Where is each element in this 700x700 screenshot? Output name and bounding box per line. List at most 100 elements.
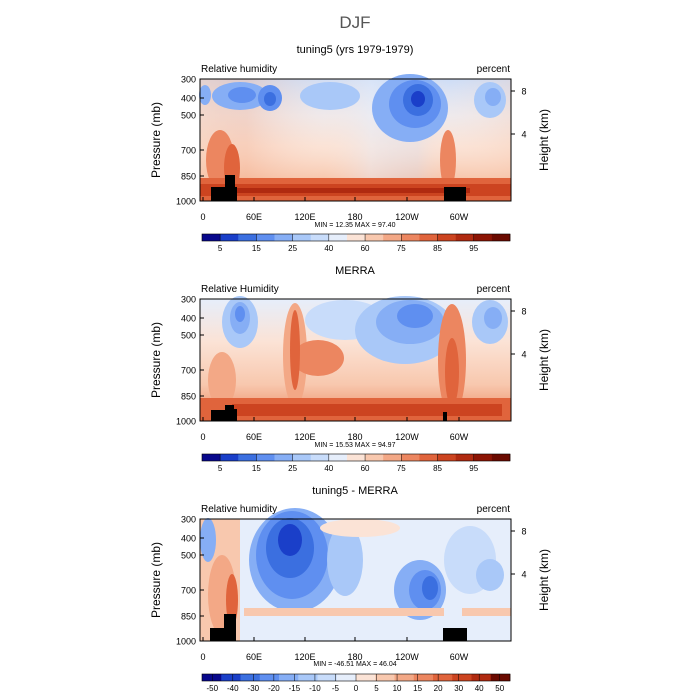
y-tick-label: 1000 — [176, 197, 196, 207]
colorbar-label: 60 — [361, 464, 370, 473]
y-tick-label: 400 — [181, 94, 196, 104]
y-tick-label: 1000 — [176, 417, 196, 427]
y-tick-label: 700 — [181, 146, 196, 156]
colorbar-label: 15 — [252, 244, 261, 253]
colorbar-swatch — [356, 674, 376, 681]
y-tick-label: 500 — [181, 331, 196, 341]
panel-3-colorbar: -50 -40 -30 -20 -15 -10 -5 0 5 10 15 20 30 40 50 — [201, 673, 511, 693]
y-tick-label: 850 — [181, 392, 196, 402]
panel-3-x-ticks: 0 60E 120E 180 120W 60W — [200, 637, 469, 662]
colorbar-swatch — [473, 234, 493, 241]
colorbar-swatch — [383, 454, 402, 461]
colorbar-swatch — [437, 454, 456, 461]
panel-3-title: tuning5 - MERRA — [312, 485, 398, 497]
x-tick-label: 180 — [347, 652, 362, 662]
right-tick-label: 8 — [521, 527, 526, 537]
panel-1-field — [199, 74, 511, 201]
colorbar-label: 15 — [413, 684, 422, 693]
panel-2-y-right-label: Height (km) — [537, 329, 551, 391]
colorbar-label: 40 — [324, 464, 333, 473]
panel-1-left-label: Relative humidity — [201, 64, 277, 75]
colorbar-swatch — [336, 674, 357, 681]
y-tick-label: 850 — [181, 612, 196, 622]
colorbar-label: 25 — [288, 464, 297, 473]
x-tick-label: 120E — [294, 212, 315, 222]
panel-2-right-label: percent — [477, 284, 511, 295]
colorbar-swatch — [238, 454, 257, 461]
colorbar-swatch — [279, 674, 299, 681]
x-tick-label: 60E — [246, 212, 262, 222]
colorbar-label: 85 — [433, 464, 442, 473]
panel-3: tuning5 - MERRA Relative humidity percen… — [149, 485, 551, 693]
colorbar-label: 5 — [218, 244, 223, 253]
colorbar-swatch — [346, 234, 366, 241]
colorbar-label: -20 — [268, 684, 280, 693]
colorbar-label: 40 — [324, 244, 333, 253]
y-tick-label: 850 — [181, 172, 196, 182]
colorbar-label: -50 — [206, 684, 218, 693]
x-tick-label: 120W — [395, 212, 419, 222]
x-tick-label: 0 — [200, 432, 205, 442]
colorbar-label: -5 — [332, 684, 340, 693]
colorbar-swatch — [292, 454, 312, 461]
panel-2-field — [200, 296, 511, 421]
colorbar-swatch — [220, 454, 239, 461]
panel-3-y-right-label: Height (km) — [537, 549, 551, 611]
right-tick-label: 4 — [521, 350, 526, 360]
colorbar-swatch — [491, 234, 511, 241]
right-tick-label: 8 — [521, 87, 526, 97]
colorbar-swatch — [328, 234, 348, 241]
y-tick-label: 300 — [181, 75, 196, 85]
colorbar-swatch — [419, 234, 438, 241]
panel-1: tuning5 (yrs 1979-1979) Relative humidit… — [149, 44, 551, 253]
panel-1-title: tuning5 (yrs 1979-1979) — [297, 44, 414, 56]
panel-3-field — [200, 508, 511, 641]
x-tick-label: 60E — [246, 432, 262, 442]
panel-3-y-ticks: 300 400 500 700 850 1000 — [176, 515, 204, 647]
colorbar-swatch — [310, 454, 330, 461]
colorbar-swatch — [221, 674, 241, 681]
panel-2-right-ticks: 84 — [511, 307, 527, 360]
colorbar-swatch — [220, 234, 239, 241]
panel-3-stats: MIN = -46.51 MAX = 46.04 — [313, 661, 396, 668]
colorbar-label: 5 — [218, 464, 223, 473]
colorbar-label: 60 — [361, 244, 370, 253]
right-tick-label: 4 — [521, 130, 526, 140]
y-tick-label: 400 — [181, 314, 196, 324]
colorbar-frame — [201, 233, 511, 242]
colorbar-swatch — [202, 234, 221, 241]
colorbar-swatch — [452, 674, 472, 681]
x-tick-label: 0 — [200, 212, 205, 222]
colorbar-swatch — [328, 454, 348, 461]
colorbar-swatch — [455, 234, 475, 241]
colorbar-swatch — [238, 234, 257, 241]
x-tick-label: 120E — [294, 652, 315, 662]
panel-1-right-label: percent — [477, 64, 511, 75]
panel-1-y-right-label: Height (km) — [537, 109, 551, 171]
colorbar-swatch — [471, 674, 492, 681]
colorbar-label: 5 — [374, 684, 379, 693]
page-title: DJF — [339, 13, 370, 32]
colorbar-swatch — [365, 234, 384, 241]
panel-1-y-label: Pressure (mb) — [149, 102, 163, 178]
colorbar-swatch — [240, 674, 261, 681]
y-tick-label: 1000 — [176, 637, 196, 647]
panel-1-stats: MIN = 12.35 MAX = 97.40 — [315, 222, 396, 229]
colorbar-swatch — [365, 454, 384, 461]
panel-2-title: MERRA — [335, 265, 375, 277]
colorbar-swatch — [298, 674, 318, 681]
colorbar-swatch — [490, 674, 511, 681]
panel-3-left-label: Relative humidity — [201, 504, 277, 515]
colorbar-label: 40 — [475, 684, 484, 693]
x-tick-label: 60W — [450, 652, 469, 662]
colorbar-label: 30 — [454, 684, 463, 693]
colorbar-swatch — [259, 674, 280, 681]
colorbar-label: 95 — [469, 464, 478, 473]
colorbar-label: 75 — [397, 464, 406, 473]
y-tick-label: 300 — [181, 295, 196, 305]
colorbar-label: 10 — [393, 684, 402, 693]
colorbar-swatch — [394, 674, 415, 681]
colorbar-swatch — [433, 674, 453, 681]
colorbar-swatch — [274, 454, 293, 461]
x-tick-label: 60W — [450, 212, 469, 222]
